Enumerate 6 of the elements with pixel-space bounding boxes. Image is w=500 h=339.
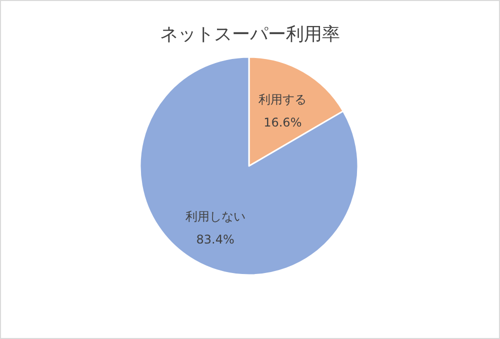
chart-title: ネットスーパー利用率 <box>160 24 340 45</box>
data-label: 16.6% <box>264 115 302 130</box>
data-label: 83.4% <box>196 232 234 247</box>
slice-label: 利用しない <box>185 210 246 224</box>
slice-label: 利用する <box>258 92 307 106</box>
pie-slice <box>139 56 359 276</box>
